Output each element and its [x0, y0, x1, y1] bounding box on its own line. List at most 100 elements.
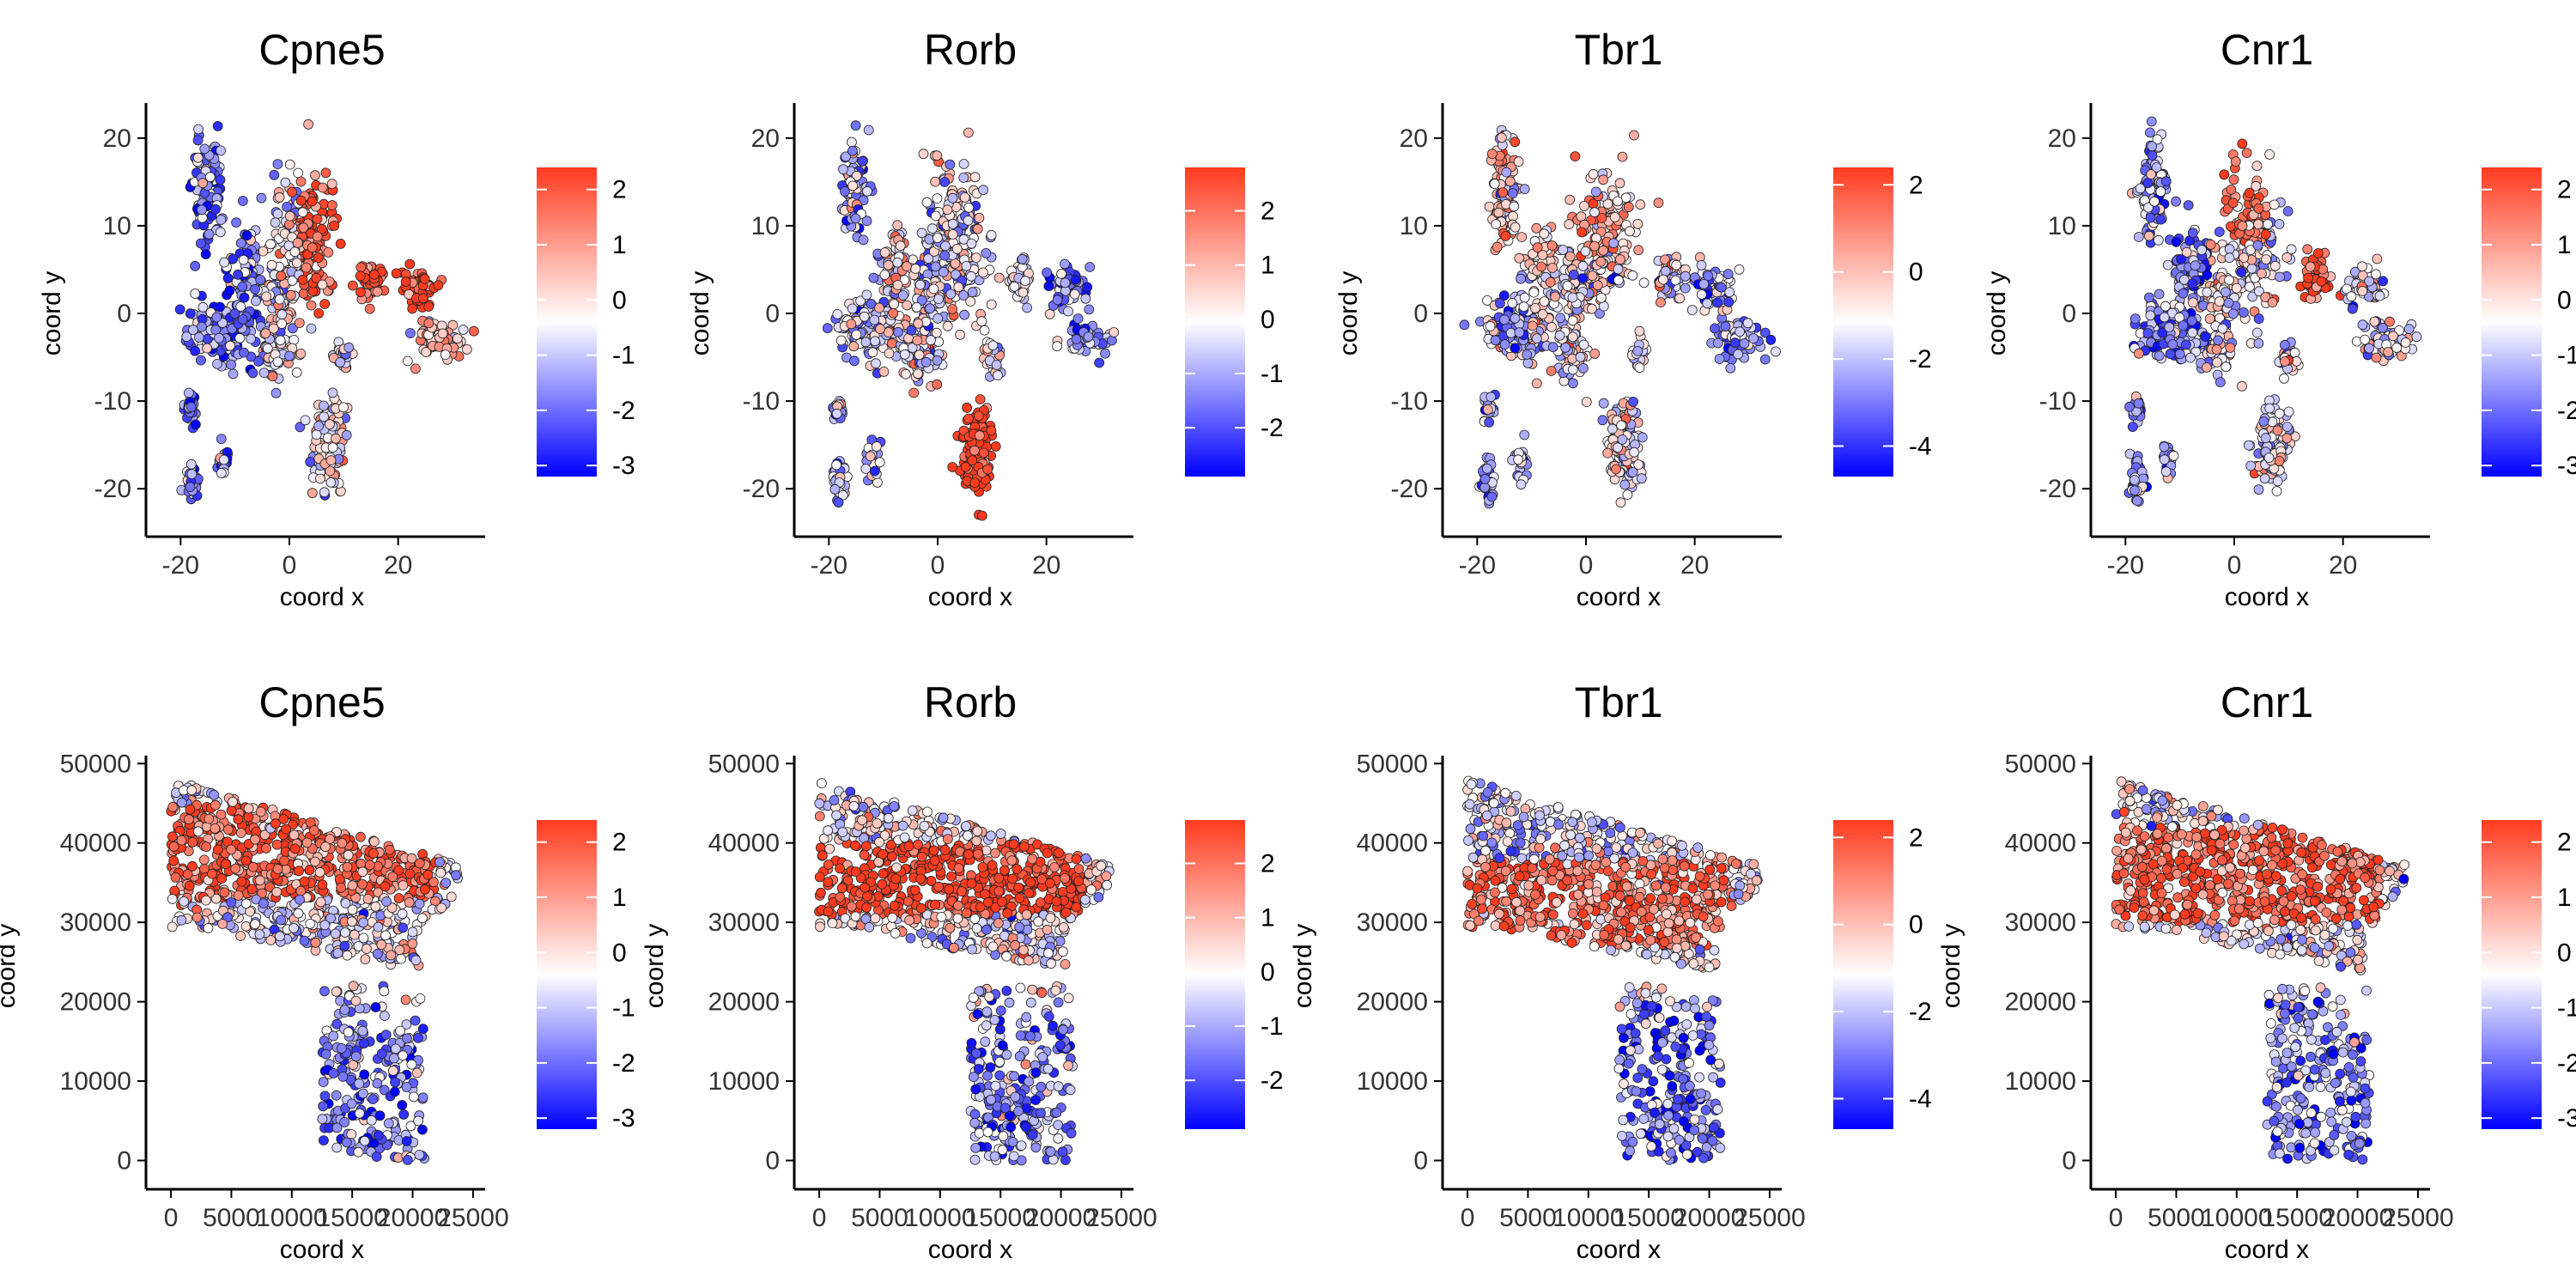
data-point [969, 445, 980, 456]
data-point [884, 348, 895, 359]
data-point [1479, 473, 1491, 484]
data-point [302, 249, 313, 260]
data-point [2239, 252, 2250, 264]
data-point [1017, 253, 1028, 264]
x-tick-label: 0 [283, 551, 297, 580]
data-point [1771, 346, 1781, 357]
data-point [1595, 292, 1607, 303]
data-point [335, 357, 346, 368]
data-point [2236, 267, 2247, 277]
data-point [2214, 227, 2225, 237]
data-point [2168, 450, 2179, 461]
data-point [1491, 219, 1502, 230]
data-point [2159, 441, 2170, 453]
data-point [318, 1077, 329, 1088]
data-point [1587, 270, 1598, 282]
data-point [1485, 392, 1497, 403]
data-point [419, 273, 430, 284]
data-point [2146, 169, 2156, 179]
data-point [185, 402, 197, 412]
x-axis-title: coord x [2225, 583, 2309, 611]
data-point [274, 191, 285, 203]
data-point [272, 209, 283, 220]
data-point [237, 313, 248, 325]
y-tick-label: 20 [2048, 125, 2076, 153]
data-point [238, 254, 249, 265]
data-point [2237, 138, 2248, 149]
data-point [253, 355, 264, 367]
data-point [200, 249, 211, 260]
data-point [423, 301, 434, 312]
data-point [947, 462, 958, 472]
data-point [2196, 245, 2207, 256]
data-point [1619, 479, 1631, 490]
data-point [219, 257, 230, 268]
data-point [2127, 422, 2138, 433]
data-point [850, 213, 861, 224]
data-point [2357, 319, 2368, 331]
data-point [2154, 350, 2165, 361]
data-point [2388, 331, 2398, 342]
data-point [355, 262, 367, 273]
data-point [1629, 447, 1640, 458]
x-tick-label: 0 [931, 551, 945, 580]
data-point [1696, 259, 1707, 270]
data-point [2253, 337, 2264, 349]
data-point [851, 329, 862, 340]
data-point [897, 290, 908, 301]
data-point [295, 348, 307, 359]
data-point [975, 394, 986, 404]
data-point [193, 124, 204, 135]
data-point [2204, 313, 2215, 325]
data-point [1063, 306, 1073, 317]
data-point [289, 334, 300, 345]
data-point [210, 204, 221, 215]
data-point [319, 411, 330, 422]
data-point [958, 173, 969, 183]
data-point [2371, 352, 2382, 363]
data-point [2205, 239, 2216, 250]
data-point [215, 174, 226, 185]
color-scale-label: -2 [2557, 397, 2576, 425]
x-tick-label: 0 [2227, 551, 2242, 580]
color-scale-label: -4 [1909, 433, 1932, 461]
data-point [832, 308, 843, 319]
data-point [2133, 232, 2144, 242]
data-point [417, 293, 428, 304]
data-point [1656, 297, 1666, 308]
data-point [1083, 331, 1094, 343]
data-point [1590, 186, 1601, 197]
data-point [2171, 196, 2181, 207]
data-point [993, 370, 1003, 381]
data-point [2237, 221, 2248, 232]
data-point [287, 275, 298, 286]
data-point [2347, 303, 2358, 314]
data-point [991, 360, 1002, 370]
y-tick-label: 20 [1400, 125, 1428, 153]
data-point [939, 177, 951, 187]
data-point [1586, 303, 1597, 314]
data-point [2212, 357, 2223, 368]
scatter-points [822, 120, 1120, 521]
data-point [2223, 297, 2234, 308]
data-point [1071, 334, 1082, 345]
data-point [2316, 276, 2327, 287]
data-point [1022, 302, 1033, 313]
data-point [2258, 416, 2269, 427]
data-point [2305, 261, 2316, 272]
data-point [320, 167, 331, 179]
data-point [2251, 161, 2263, 172]
data-point [951, 243, 963, 254]
data-point [2183, 200, 2194, 210]
x-tick-label: -20 [2107, 551, 2144, 580]
data-point [942, 204, 953, 216]
y-tick-label: 0 [765, 300, 780, 328]
data-point [2289, 347, 2300, 358]
data-point [932, 193, 943, 204]
data-point [1636, 473, 1647, 484]
data-point [1070, 275, 1081, 285]
data-point [1625, 226, 1635, 237]
data-point [1513, 156, 1524, 167]
data-point [1598, 174, 1609, 185]
